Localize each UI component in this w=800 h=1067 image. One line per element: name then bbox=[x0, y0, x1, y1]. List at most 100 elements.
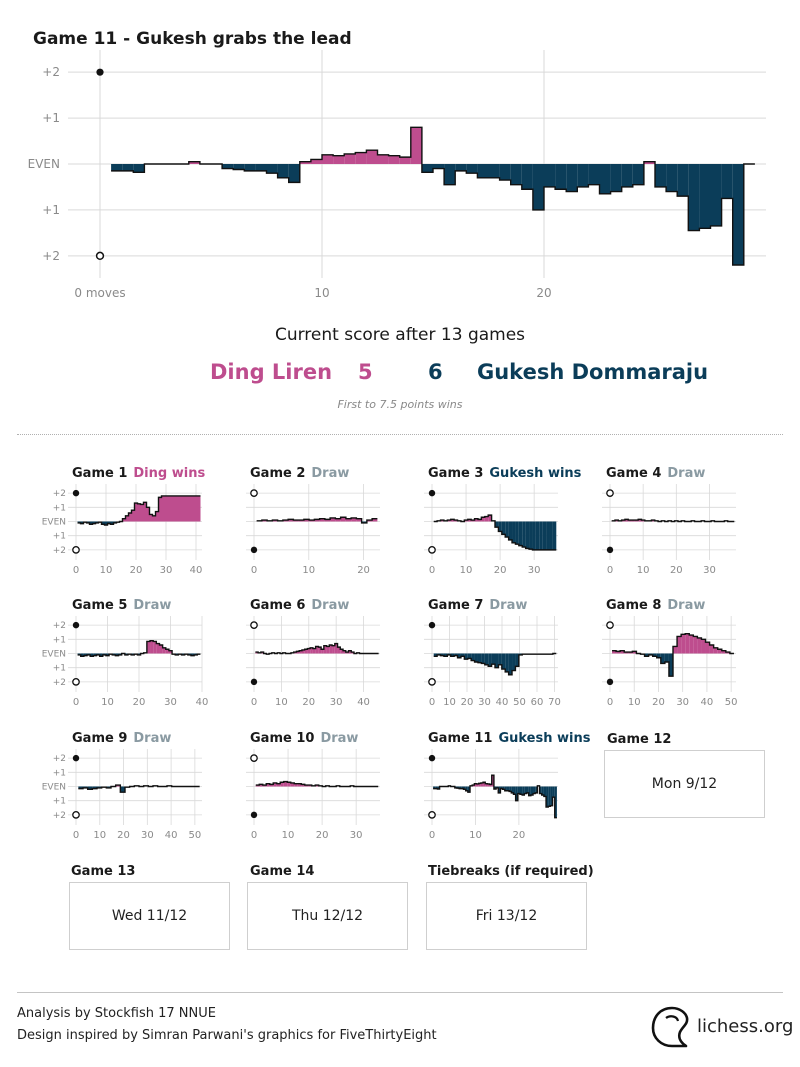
ding-name: Ding Liren bbox=[210, 360, 333, 384]
game-11-bar bbox=[433, 786, 436, 789]
game-9-bar bbox=[78, 786, 83, 789]
main-bar bbox=[588, 164, 600, 185]
game-3-bar bbox=[505, 521, 509, 538]
game-2-bar bbox=[372, 518, 378, 522]
x-tick-label: 10 bbox=[282, 830, 295, 841]
game-2-bar bbox=[288, 519, 294, 522]
game-8-bar bbox=[693, 636, 698, 654]
game-5-bar bbox=[146, 641, 151, 654]
black-piece-marker bbox=[72, 621, 80, 629]
main-bar bbox=[466, 164, 478, 174]
game-5-bar bbox=[162, 647, 166, 654]
game-8-bar bbox=[624, 652, 629, 654]
game-3-eval-line bbox=[433, 514, 557, 551]
game-7-bar bbox=[433, 653, 438, 657]
footer-design-credit: Design inspired by Simran Parwani's grap… bbox=[17, 1028, 437, 1043]
game-2-title: Game 2 Draw bbox=[250, 466, 349, 481]
footer-analysis-credit: Analysis by Stockfish 17 NNUE bbox=[17, 1006, 216, 1021]
game-3-bar bbox=[471, 520, 475, 522]
main-bar bbox=[643, 161, 655, 164]
game-3-bar bbox=[481, 517, 485, 522]
game-8-bar bbox=[612, 650, 617, 654]
game-3-eval-chart: 0 10 20 30 bbox=[424, 484, 558, 576]
game-8-bar bbox=[701, 639, 706, 654]
x-tick-label: 70 bbox=[548, 697, 561, 708]
game-9-title: Game 9 Draw bbox=[72, 731, 171, 746]
game-1-bar bbox=[170, 495, 174, 522]
main-bar bbox=[721, 164, 733, 199]
game-8-bar bbox=[681, 634, 686, 654]
tiebreaks-title: Tiebreaks (if required) bbox=[428, 864, 594, 879]
game-5-bar bbox=[83, 653, 88, 656]
game-9-bar bbox=[120, 786, 125, 793]
game-11-bar bbox=[493, 786, 497, 790]
game-10-title: Game 10 Draw bbox=[250, 731, 358, 746]
game-1-bar bbox=[140, 504, 144, 522]
x-tick-label: 10 bbox=[443, 697, 456, 708]
black-piece-marker bbox=[72, 489, 80, 497]
game-2-bar bbox=[261, 520, 268, 522]
game-5-bar bbox=[87, 653, 91, 655]
game-5-bar bbox=[187, 653, 191, 655]
main-bar bbox=[577, 164, 589, 187]
game-1-bar bbox=[89, 521, 93, 525]
game-1-bar bbox=[95, 521, 99, 523]
game-11-bar bbox=[456, 786, 460, 789]
game-7-eval-chart: 0 10 20 30 40 50 60 70 bbox=[424, 616, 561, 708]
game-result-label: Gukesh wins bbox=[498, 731, 591, 746]
game-4-eval-line bbox=[611, 518, 735, 523]
game-5-bar bbox=[118, 653, 122, 655]
game-5-eval-chart: +2 +1 EVEN +1 +2 0 10 20 30 40 bbox=[42, 616, 208, 708]
game-title-label: Game 5 bbox=[72, 598, 128, 613]
game-title-label: Game 2 bbox=[250, 466, 306, 481]
game-1-bar bbox=[176, 495, 180, 522]
game-8-bar bbox=[652, 653, 657, 657]
game-11-bar bbox=[491, 775, 494, 787]
game-3-bar bbox=[484, 516, 489, 522]
game-6-eval-line bbox=[255, 642, 379, 655]
game-10-eval-line bbox=[255, 780, 379, 788]
game-11-bar bbox=[546, 786, 549, 808]
game-1-bar bbox=[110, 521, 114, 525]
game-7-bar bbox=[498, 653, 502, 665]
game-8-bar bbox=[616, 651, 621, 654]
y-tick-label: +1 bbox=[53, 768, 66, 778]
game-8-bar bbox=[660, 653, 665, 664]
game-4-bar bbox=[641, 520, 645, 522]
game-2-bar bbox=[303, 519, 310, 522]
game-11-bar bbox=[454, 786, 457, 788]
white-piece-marker bbox=[606, 621, 614, 629]
game-6-bar bbox=[337, 647, 341, 654]
game-3-bar bbox=[552, 521, 557, 550]
game-9-bar bbox=[97, 786, 102, 788]
game-title-label: Game 3 bbox=[428, 466, 484, 481]
game-3-bar bbox=[515, 521, 519, 545]
game-8-eval-line bbox=[612, 632, 734, 677]
white-piece-marker bbox=[250, 489, 258, 497]
ding-score: 5 bbox=[358, 360, 373, 384]
game-3-bar bbox=[440, 520, 444, 522]
main-bar bbox=[299, 161, 311, 164]
game-14-date-box: Thu 12/12 bbox=[247, 882, 408, 950]
black-piece-marker bbox=[428, 754, 436, 762]
game-3-bar bbox=[512, 521, 516, 543]
game-7-bar bbox=[488, 653, 492, 667]
game-3-bar bbox=[450, 519, 455, 522]
game-10-bar bbox=[297, 783, 302, 787]
game-title-label: Game 1 bbox=[72, 466, 128, 481]
game-7-bar bbox=[454, 653, 458, 656]
game-result-label: Draw bbox=[667, 598, 706, 613]
game-5-bar bbox=[168, 650, 173, 654]
game-7-title: Game 7 Draw bbox=[428, 598, 527, 613]
lichess-logo[interactable]: lichess.org bbox=[697, 1016, 794, 1037]
main-y-tick-label: EVEN bbox=[28, 157, 60, 171]
game-2-bar bbox=[356, 518, 362, 522]
x-tick-label: 20 bbox=[461, 697, 474, 708]
x-tick-label: 40 bbox=[357, 697, 370, 708]
game-8-bar bbox=[721, 650, 726, 654]
main-bar bbox=[510, 164, 522, 185]
game-11-bar bbox=[543, 786, 547, 797]
section-divider bbox=[17, 434, 783, 435]
x-tick-label: 10 bbox=[100, 565, 113, 576]
main-bar bbox=[599, 164, 611, 194]
